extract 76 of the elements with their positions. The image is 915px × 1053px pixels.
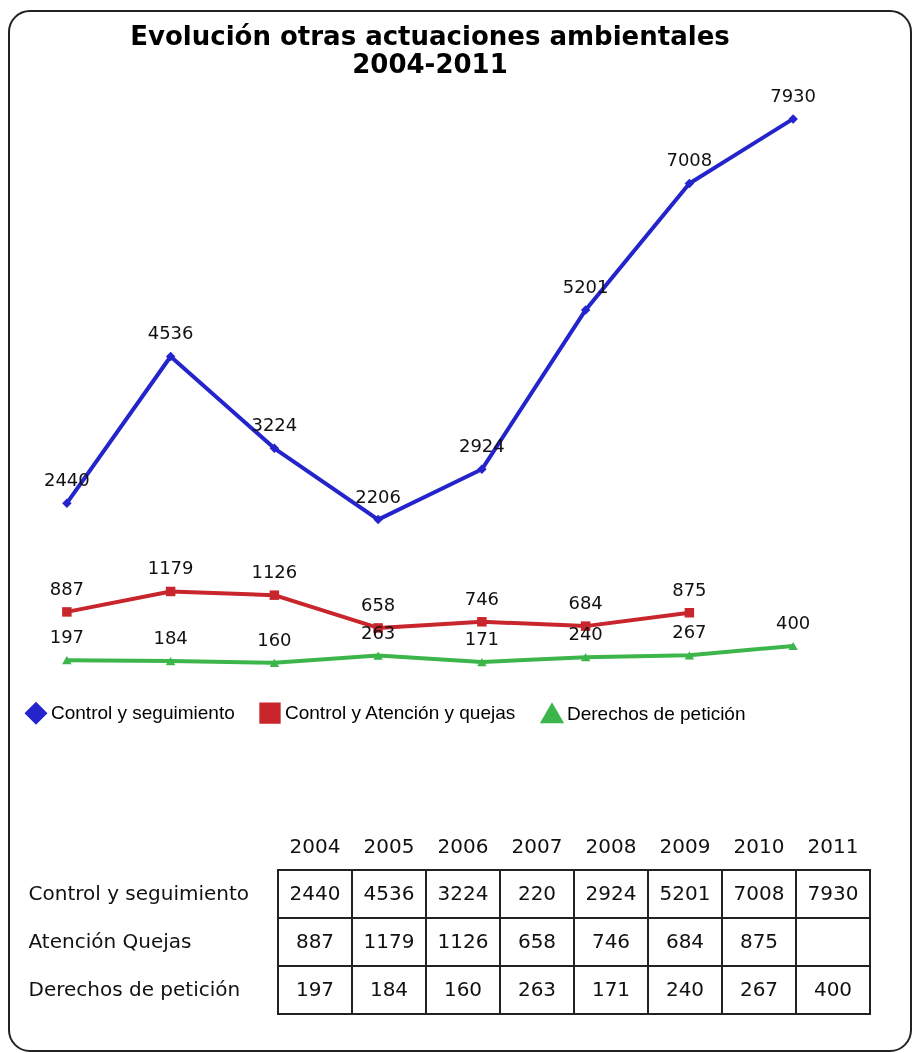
data-label: 7930: [770, 84, 817, 106]
x-tick-label: 2007: [511, 833, 563, 858]
x-tick-label: 2009: [659, 833, 711, 858]
y-tick-label: Control y seguimiento: [28, 881, 250, 905]
data-label: 3224: [251, 414, 298, 436]
point: [269, 590, 280, 600]
data-label: 684: [568, 592, 603, 614]
point: [62, 607, 72, 617]
data-label: 197: [295, 977, 335, 1001]
data-label: 1126: [437, 929, 489, 953]
data-label: 171: [464, 628, 500, 650]
data-label: 887: [49, 577, 85, 599]
point: [165, 657, 176, 666]
data-label: 240: [665, 977, 705, 1001]
data-label: 684: [665, 929, 705, 953]
point: [165, 351, 176, 362]
x-tick-label: 2010: [733, 833, 785, 858]
data-label: 400: [813, 977, 853, 1001]
data-label: 267: [739, 977, 779, 1001]
data-label: 184: [369, 977, 409, 1001]
chart-title: Evolución otras actuaciones ambientales 2004-2011: [130, 20, 730, 79]
data-label: 875: [672, 578, 707, 600]
legend-label: Control y Atención y quejas: [285, 702, 516, 724]
data-label: 7930: [807, 881, 859, 905]
point: [373, 514, 383, 525]
data-label: 263: [517, 977, 557, 1001]
data-label: 160: [257, 628, 292, 650]
point: [62, 498, 72, 508]
data-label: 2924: [585, 881, 637, 905]
legend-label: Derechos de petición: [567, 702, 746, 724]
data-label: 7008: [733, 881, 785, 905]
x-tick-label: 2011: [807, 833, 859, 858]
x-tick-label: 2006: [437, 833, 489, 858]
data-label: 746: [591, 929, 631, 953]
point: [269, 443, 280, 454]
data-label: 267: [672, 621, 707, 643]
data-label: 658: [360, 593, 396, 615]
x-tick-label: 2004: [289, 833, 341, 858]
point: [165, 586, 176, 597]
point: [684, 651, 695, 660]
data-label: 1179: [147, 557, 194, 579]
point: [477, 617, 487, 627]
point: [269, 658, 280, 667]
data-label: 171: [591, 977, 631, 1001]
data-label: 1126: [251, 561, 298, 583]
data-label: 4536: [147, 322, 194, 344]
data-label: 887: [295, 929, 335, 953]
y-tick-label: Atención Quejas: [28, 929, 192, 953]
data-label: 240: [568, 623, 603, 645]
data-label: 658: [517, 929, 557, 953]
x-tick-label: 2008: [585, 833, 637, 858]
data-label: 1179: [363, 929, 415, 953]
data-label: 5201: [659, 881, 711, 905]
data-label: 197: [49, 626, 85, 648]
data-label: 4536: [363, 881, 415, 905]
data-label: 400: [775, 612, 811, 633]
data-label: 220: [517, 881, 557, 905]
point: [580, 305, 591, 315]
point: [788, 641, 798, 651]
point: [62, 656, 72, 665]
point: [477, 657, 487, 667]
point: [684, 178, 695, 189]
data-label: 2440: [289, 881, 341, 905]
data-label: 746: [464, 587, 500, 609]
point: [684, 608, 695, 618]
data-label: 875: [739, 929, 779, 953]
point: [580, 653, 591, 662]
data-label: 160: [443, 977, 483, 1001]
data-label: 7008: [666, 149, 713, 171]
point: [477, 464, 487, 475]
data-label: 3224: [437, 881, 489, 905]
data-label: 184: [153, 627, 188, 649]
point: [373, 651, 383, 660]
data-label: 2206: [355, 485, 402, 507]
x-tick-label: 2005: [363, 833, 415, 858]
y-tick-label: Derechos de petición: [28, 977, 241, 1001]
